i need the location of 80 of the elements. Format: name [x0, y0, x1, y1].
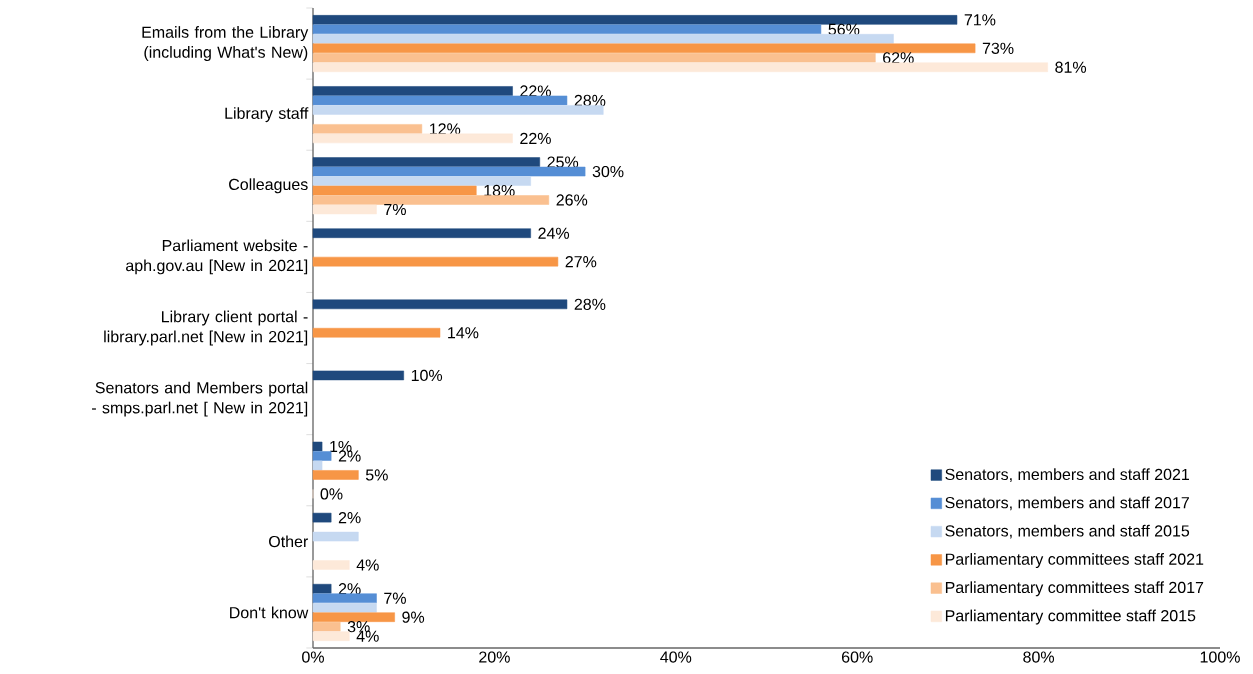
bar	[312, 460, 323, 471]
legend-label: Senators, members and staff 2021	[945, 468, 1189, 482]
data-label: 26%	[556, 194, 588, 206]
bar	[312, 451, 332, 461]
bar	[312, 124, 423, 134]
bar	[312, 441, 323, 452]
data-label: 27%	[565, 256, 597, 268]
legend-label: Parliamentary committee staff 2015	[945, 609, 1196, 625]
x-tick-label: 0%	[302, 651, 324, 663]
bar	[312, 583, 332, 594]
bar	[312, 204, 377, 215]
y-tick-label: Don't know	[230, 606, 309, 619]
bar	[312, 43, 976, 54]
data-label: 28%	[574, 298, 606, 310]
data-label: 5%	[365, 469, 388, 481]
legend-label: Parliamentary committees staff 2021	[945, 553, 1204, 568]
bar	[312, 512, 332, 523]
bar	[312, 195, 550, 205]
x-tick-label: 20%	[479, 651, 510, 663]
y-tick-label: Colleagues	[229, 178, 308, 194]
y-tick-label: Library client portal - library.parl.net [New in 2021]	[104, 310, 308, 346]
bar	[312, 34, 894, 44]
bar	[312, 185, 477, 196]
bar	[312, 470, 359, 480]
bar	[312, 602, 377, 613]
bar	[312, 176, 531, 186]
y-tick-label: Senators and Members portal - smps.parl.net [ New in 2021]	[92, 381, 308, 417]
y-tick-label: Other	[269, 535, 309, 548]
bar	[312, 228, 531, 238]
data-label: 7%	[384, 592, 406, 604]
data-label: 1%	[330, 440, 352, 453]
data-label: 2%	[338, 512, 361, 524]
data-label: 81%	[1055, 61, 1087, 73]
data-label: 10%	[411, 369, 443, 382]
bar	[312, 621, 341, 632]
x-tick-label: 100%	[1200, 651, 1240, 663]
data-label: 4%	[356, 559, 379, 571]
bar	[312, 105, 604, 115]
bar	[312, 593, 377, 603]
data-label: 18%	[484, 184, 515, 197]
data-label: 0%	[320, 488, 343, 500]
x-tick-label: 80%	[1023, 651, 1055, 663]
data-label: 7%	[384, 203, 406, 216]
bar	[312, 612, 395, 622]
data-label: 2%	[338, 450, 361, 462]
bar	[312, 86, 513, 96]
data-label: 14%	[448, 327, 479, 339]
legend-label: Senators, members and staff 2015	[945, 524, 1190, 539]
data-label: 73%	[982, 42, 1014, 54]
bar	[312, 370, 404, 381]
bar	[312, 166, 586, 177]
bar	[312, 24, 822, 35]
x-tick-label: 40%	[660, 651, 692, 663]
x-tick-label: 60%	[842, 651, 873, 663]
data-label: 9%	[402, 611, 425, 623]
bar	[312, 53, 876, 63]
data-label: 71%	[964, 14, 996, 26]
bar	[312, 15, 958, 25]
bar	[312, 560, 350, 570]
y-tick-label: Library staff	[225, 107, 309, 123]
data-label: 24%	[538, 227, 570, 239]
legend-label: Parliamentary committees staff 2017	[945, 581, 1204, 597]
data-label: 22%	[520, 132, 551, 144]
bar	[312, 299, 568, 310]
bar	[312, 133, 513, 144]
bar	[312, 631, 350, 641]
data-label: 28%	[574, 94, 606, 107]
bar	[312, 62, 1048, 73]
bar	[312, 531, 359, 542]
bar	[312, 256, 559, 267]
bar	[312, 327, 441, 338]
data-label: 2%	[338, 583, 361, 595]
data-label: 62%	[883, 52, 914, 64]
data-label: 30%	[592, 165, 624, 178]
y-tick-label: Emails from the Library (including What's New)	[142, 26, 309, 62]
bar	[312, 95, 568, 106]
legend-label: Senators, members and staff 2017	[945, 496, 1189, 511]
y-tick-label: Parliament website - aph.gov.au [New in 2021]	[126, 239, 308, 275]
data-label: 56%	[828, 23, 860, 35]
bar	[312, 157, 541, 167]
